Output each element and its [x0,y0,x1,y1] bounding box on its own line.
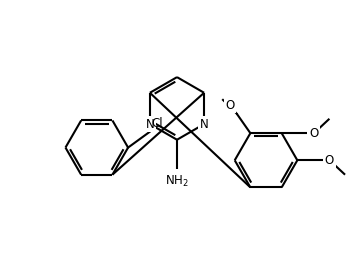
Text: N: N [145,118,154,131]
Text: NH$_2$: NH$_2$ [165,174,189,189]
Text: N: N [200,118,209,131]
Text: O: O [309,127,318,140]
Text: O: O [325,154,334,167]
Text: Cl: Cl [152,117,163,130]
Text: O: O [225,99,235,112]
